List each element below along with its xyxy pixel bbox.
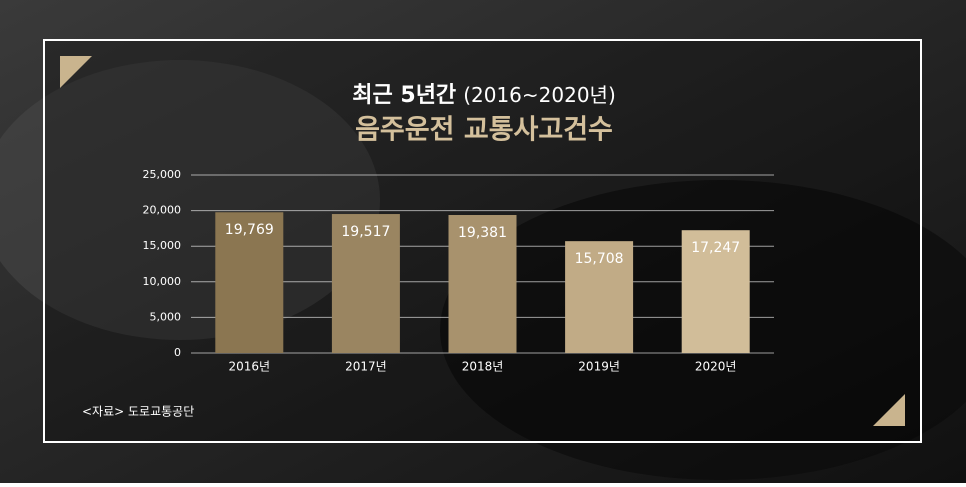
x-tick-label: 2016년	[229, 360, 271, 374]
bar	[448, 215, 517, 353]
x-tick-label: 2020년	[695, 360, 737, 374]
bar	[215, 212, 284, 353]
bar	[681, 230, 750, 353]
value-label: 17,247	[691, 240, 740, 256]
chart-subtitle: 최근 5년간 (2016~2020년)	[352, 83, 616, 109]
bar	[565, 241, 634, 353]
corner-decoration	[60, 56, 92, 88]
value-label: 19,381	[458, 225, 507, 241]
photo-shape	[0, 60, 380, 340]
period: (2016~2020년)	[463, 83, 616, 107]
y-tick-label: 25,000	[143, 168, 182, 181]
x-tick-label: 2017년	[345, 360, 387, 374]
bar	[331, 214, 400, 353]
value-label: 15,708	[575, 251, 624, 267]
y-tick-label: 5,000	[150, 310, 182, 323]
y-tick-label: 10,000	[143, 275, 182, 288]
x-tick-label: 2019년	[578, 360, 620, 374]
y-tick-label: 0	[174, 346, 181, 359]
value-label: 19,769	[225, 222, 274, 238]
y-tick-label: 20,000	[143, 204, 182, 217]
x-tick-label: 2018년	[462, 360, 504, 374]
y-tick-label: 15,000	[143, 239, 182, 252]
corner-decoration	[873, 394, 905, 426]
source-note: <자료> 도로교통공단	[82, 405, 194, 419]
chart-title: 음주운전 교통사고건수	[355, 115, 613, 146]
subtitle: 최근 5년간	[352, 83, 456, 108]
value-label: 19,517	[341, 224, 390, 240]
